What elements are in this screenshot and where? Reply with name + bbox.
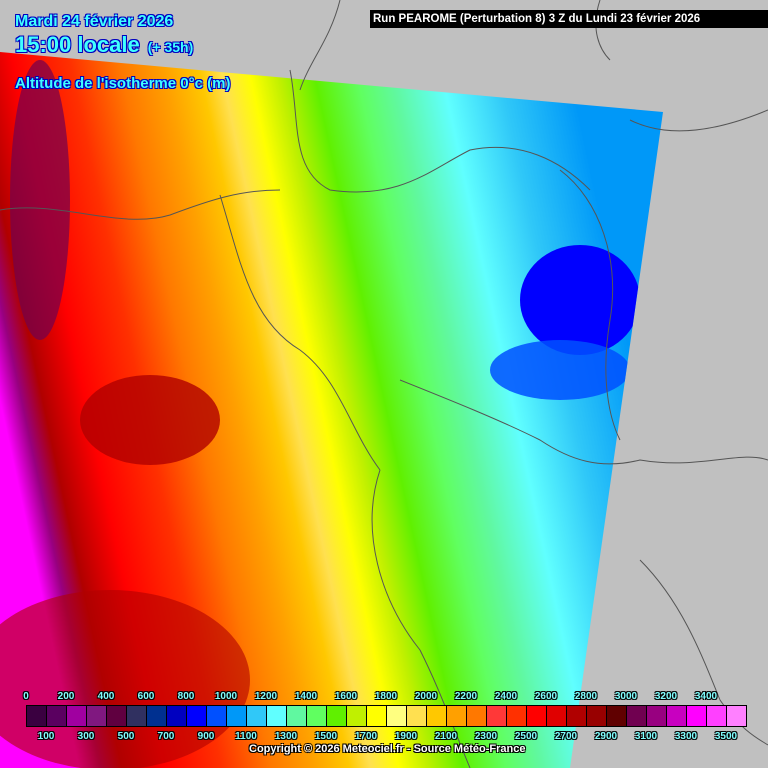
legend-label-bottom: 100 (37, 731, 55, 742)
legend-swatch (147, 706, 167, 726)
legend-swatch (467, 706, 487, 726)
legend-swatch (287, 706, 307, 726)
legend-label-bottom: 2100 (434, 731, 458, 742)
legend-label-bottom: 300 (77, 731, 95, 742)
legend-label-top: 0 (23, 691, 29, 702)
parameter-title: Altitude de l'isotherme 0°c (m) (15, 75, 231, 92)
legend-label-bottom: 700 (157, 731, 175, 742)
valid-time-text: 15:00 locale (15, 32, 140, 57)
legend-label-top: 2200 (454, 691, 478, 702)
legend-label-top: 1000 (214, 691, 238, 702)
legend-swatch (347, 706, 367, 726)
legend-label-top: 400 (97, 691, 115, 702)
legend-label-bottom: 3100 (634, 731, 658, 742)
legend-label-top: 3400 (694, 691, 718, 702)
legend-swatch (407, 706, 427, 726)
legend-swatch (187, 706, 207, 726)
legend-swatch (647, 706, 667, 726)
legend-swatch (627, 706, 647, 726)
copyright: Copyright © 2026 Meteociel.fr - Source M… (249, 743, 526, 755)
legend-label-bottom: 900 (197, 731, 215, 742)
legend-swatch (687, 706, 707, 726)
legend-label-bottom: 1100 (235, 731, 257, 742)
legend-swatch (727, 706, 746, 726)
legend-label-top: 3000 (614, 691, 638, 702)
legend-label-top: 1600 (334, 691, 358, 702)
legend-label-top: 1400 (294, 691, 318, 702)
legend-swatch (527, 706, 547, 726)
legend-swatch (447, 706, 467, 726)
legend-label-bottom: 3500 (714, 731, 738, 742)
legend-label-bottom: 2900 (594, 731, 618, 742)
valid-date: Mardi 24 février 2026 (15, 13, 174, 30)
legend-swatch (27, 706, 47, 726)
legend-swatch (367, 706, 387, 726)
legend-label-top: 1800 (374, 691, 398, 702)
legend-swatch (547, 706, 567, 726)
legend-label-top: 2600 (534, 691, 558, 702)
run-banner: Run PEAROME (Perturbation 8) 3 Z du Lund… (370, 10, 768, 28)
legend-swatch (247, 706, 267, 726)
legend-label-top: 3200 (654, 691, 678, 702)
high-freezing-area (80, 375, 220, 465)
legend-label-top: 1200 (254, 691, 278, 702)
legend-label-top: 800 (177, 691, 195, 702)
color-legend (26, 705, 747, 727)
legend-swatch (127, 706, 147, 726)
legend-label-bottom: 500 (117, 731, 135, 742)
legend-label-top: 200 (57, 691, 75, 702)
legend-label-bottom: 1700 (354, 731, 378, 742)
legend-swatch (567, 706, 587, 726)
legend-swatch (387, 706, 407, 726)
legend-label-top: 600 (137, 691, 155, 702)
legend-swatch (47, 706, 67, 726)
legend-swatch (107, 706, 127, 726)
legend-label-bottom: 2700 (554, 731, 578, 742)
legend-swatch (267, 706, 287, 726)
legend-swatch (607, 706, 627, 726)
legend-swatch (507, 706, 527, 726)
legend-swatch (327, 706, 347, 726)
legend-swatch (207, 706, 227, 726)
legend-label-bottom: 1500 (314, 731, 338, 742)
legend-swatch (487, 706, 507, 726)
legend-label-bottom: 1300 (274, 731, 298, 742)
low-freezing-area (520, 245, 640, 355)
legend-label-bottom: 1900 (394, 731, 418, 742)
legend-swatch (427, 706, 447, 726)
valid-time: 15:00 locale (+ 35h) (15, 32, 193, 58)
legend-swatch (707, 706, 727, 726)
lead-time: (+ 35h) (147, 39, 194, 55)
legend-swatch (87, 706, 107, 726)
legend-swatch (167, 706, 187, 726)
legend-swatch (587, 706, 607, 726)
legend-label-top: 2400 (494, 691, 518, 702)
legend-swatch (67, 706, 87, 726)
legend-swatch (227, 706, 247, 726)
legend-label-bottom: 2500 (514, 731, 538, 742)
legend-label-bottom: 2300 (474, 731, 498, 742)
legend-swatch (307, 706, 327, 726)
legend-label-top: 2800 (574, 691, 598, 702)
legend-label-top: 2000 (414, 691, 438, 702)
legend-swatch (667, 706, 687, 726)
legend-label-bottom: 3300 (674, 731, 698, 742)
